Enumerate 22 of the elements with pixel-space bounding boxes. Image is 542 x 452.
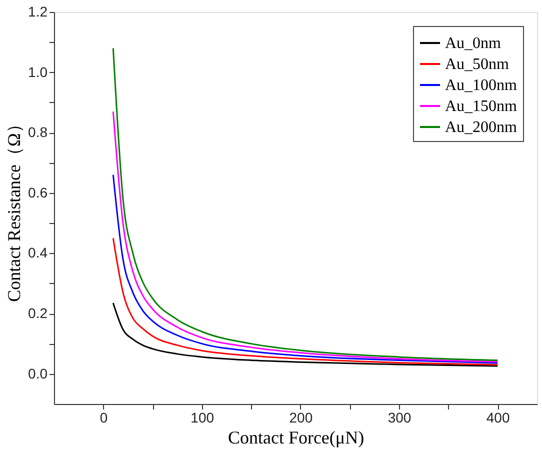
line-series — [112, 174, 498, 364]
x-tick-label: 0 — [100, 410, 108, 426]
legend-label: Au_0nm — [445, 35, 502, 52]
y-axis-title: Contact Resistance（Ω） — [4, 115, 24, 302]
legend-label: Au_150nm — [445, 98, 518, 115]
x-tick-label: 300 — [388, 410, 412, 426]
x-tick-label: 400 — [486, 410, 510, 426]
y-tick-label: 0.4 — [28, 244, 48, 261]
legend-label: Au_200nm — [445, 119, 518, 136]
y-tick-label: 0.2 — [28, 305, 48, 322]
x-axis-title: Contact Force(μN) — [228, 428, 364, 448]
y-tick-label: 1.2 — [28, 4, 48, 20]
y-tick-label: 1.0 — [28, 64, 48, 80]
line-series — [112, 237, 498, 366]
legend-label: Au_50nm — [445, 56, 510, 73]
y-tick-label: 0.6 — [28, 184, 48, 200]
y-tick-label: 0.0 — [28, 365, 48, 382]
x-tick-label: 200 — [289, 410, 313, 426]
legend-label: Au_100nm — [445, 77, 518, 94]
x-tick-label: 100 — [190, 410, 214, 426]
y-tick-label: 0.8 — [28, 124, 48, 140]
line-series — [112, 302, 498, 367]
